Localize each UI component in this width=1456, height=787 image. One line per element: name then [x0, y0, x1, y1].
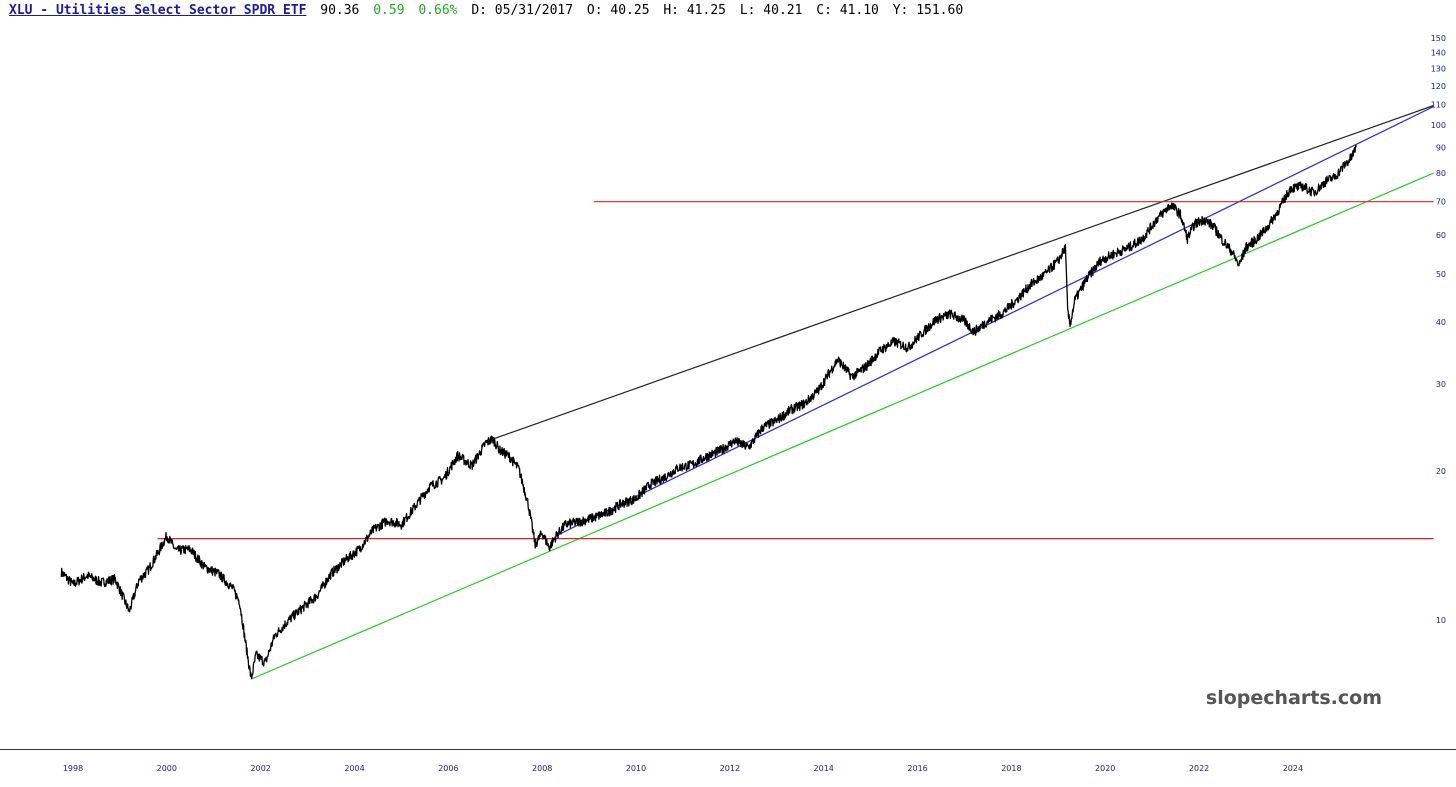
x-tick-label: 2006 [438, 764, 458, 773]
watermark: slopecharts.com [1206, 687, 1382, 709]
y-axis: 10 20 30 40 50 60 70 80 90 100 110 120 130 140 150 [1431, 34, 1446, 625]
x-tick-label: 2016 [907, 764, 927, 773]
close-value: C: 41.10 [816, 3, 879, 18]
price-series-line [60, 144, 1357, 680]
y-tick-label: 140 [1431, 49, 1446, 58]
y-tick-label: 80 [1436, 169, 1446, 178]
x-tick-label: 2000 [157, 764, 177, 773]
high-value: H: 41.25 [663, 3, 726, 18]
open-value: O: 40.25 [586, 3, 650, 18]
y-tick-label: 30 [1436, 380, 1446, 389]
quote-header: XLU - Utilities Select Sector SPDR ETF 9… [9, 3, 963, 21]
y-tick-label: 60 [1436, 231, 1446, 240]
y-tick-label: 150 [1431, 34, 1446, 43]
x-tick-label: 2020 [1095, 764, 1115, 773]
low-value: L: 40.21 [739, 3, 803, 18]
y-tick-label: 20 [1436, 467, 1446, 476]
symbol-title-link[interactable]: XLU - Utilities Select Sector SPDR ETF [9, 3, 307, 18]
y-tick-label: 130 [1431, 65, 1446, 74]
y-tick-label: 120 [1431, 82, 1446, 91]
price-layer [60, 144, 1357, 680]
x-tick-label: 2022 [1189, 764, 1209, 773]
x-tick-label: 2012 [720, 764, 740, 773]
x-tick-label: 2008 [532, 764, 552, 773]
y-tick-label: 90 [1436, 144, 1446, 153]
trend-line-0[interactable] [492, 104, 1434, 440]
x-tick-label: 2004 [344, 764, 364, 773]
y-tick-label: 50 [1436, 270, 1446, 279]
x-tick-label: 1998 [63, 764, 83, 773]
x-tick-label: 2024 [1283, 764, 1303, 773]
y-tick-label: 40 [1436, 318, 1446, 327]
price-change-percent: 0.66% [418, 3, 458, 18]
x-axis: 1998 2000 2002 2004 2006 2008 2010 2012 2014 2016… [63, 764, 1303, 773]
y-tick-label: 10 [1436, 616, 1446, 625]
price-change: 0.59 [373, 3, 405, 18]
y-tick-label: 110 [1431, 101, 1446, 110]
x-tick-label: 2002 [251, 764, 271, 773]
cursor-date: D: 05/31/2017 [471, 3, 574, 18]
y-tick-label: 70 [1436, 198, 1446, 207]
x-tick-label: 2018 [1001, 764, 1021, 773]
y-tick-label: 100 [1431, 121, 1446, 130]
x-tick-label: 2010 [626, 764, 646, 773]
x-tick-label: 2014 [814, 764, 834, 773]
drawn-lines-layer [157, 104, 1434, 680]
y-readout: Y: 151.60 [892, 3, 964, 18]
last-price: 90.36 [320, 3, 360, 18]
trend-line-2[interactable] [251, 172, 1434, 680]
